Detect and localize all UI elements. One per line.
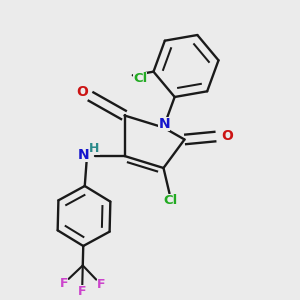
Text: N: N	[158, 118, 170, 131]
Text: H: H	[89, 142, 100, 155]
Text: F: F	[78, 285, 86, 298]
Text: F: F	[60, 277, 68, 290]
Text: Cl: Cl	[164, 194, 178, 208]
Text: Cl: Cl	[133, 72, 147, 86]
Text: F: F	[97, 278, 105, 291]
Text: N: N	[78, 148, 90, 162]
Text: O: O	[76, 85, 88, 99]
Text: O: O	[221, 129, 233, 142]
